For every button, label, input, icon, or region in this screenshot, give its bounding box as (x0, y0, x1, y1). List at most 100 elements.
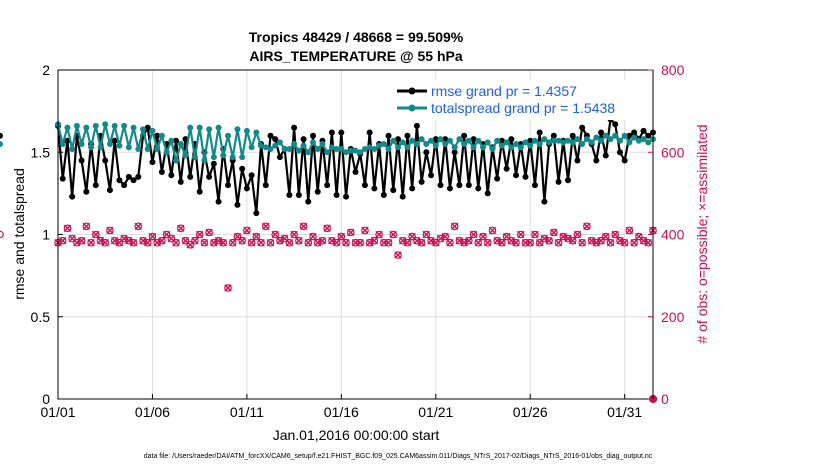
x-tick-label: 01/31 (607, 404, 642, 420)
obs-assimilated-point (460, 239, 468, 247)
obs-assimilated-point (455, 236, 464, 245)
totalspread-point (78, 141, 85, 148)
rmse-point (125, 173, 132, 180)
y-right-tick-label: 400 (661, 227, 685, 243)
obs-assimilated-point (606, 239, 615, 247)
totalspread-point (347, 147, 354, 154)
totalspread-point (140, 126, 146, 133)
obs-assimilated-point (469, 230, 478, 239)
obs-possible-point (498, 238, 506, 247)
rmse-point (361, 182, 368, 189)
rmse-point (574, 157, 581, 164)
totalspread-point (428, 137, 435, 144)
obs-assimilated-point (144, 239, 152, 247)
obs-possible-point (583, 222, 591, 231)
obs-assimilated-point (630, 239, 638, 247)
totalspread-point (135, 145, 142, 152)
totalspread-point (461, 141, 468, 148)
rmse-point (470, 136, 477, 143)
obs-possible-point (181, 236, 190, 245)
y-tick-label: 1 (42, 227, 50, 243)
obs-possible-point (502, 232, 511, 241)
rmse-point (550, 132, 557, 139)
rmse-point (154, 132, 161, 139)
obs-possible-point (323, 224, 331, 233)
obs-possible-point (531, 230, 539, 239)
totalspread-point (144, 145, 151, 152)
rmse-point (503, 165, 510, 172)
rmse-point (498, 137, 505, 144)
legend: rmse grand pr = 1.4357 totalspread grand… (392, 80, 650, 120)
obs-assimilated-point (620, 239, 629, 247)
legend-rmse-marker (408, 87, 416, 95)
obs-assimilated-point (92, 230, 100, 239)
obs-assimilated-point (276, 236, 284, 245)
obs-possible-point (158, 236, 166, 245)
y-right-tick-label: 200 (661, 309, 685, 325)
rmse-point (158, 168, 165, 175)
obs-layer (0, 222, 658, 404)
obs-possible-point (568, 236, 577, 245)
obs-possible-point (389, 230, 398, 239)
obs-assimilated-point (441, 232, 449, 241)
rmse-point (144, 124, 151, 131)
obs-possible-point (77, 236, 86, 245)
legend-box (392, 80, 650, 120)
rmse-point (92, 182, 99, 189)
totalspread-point (583, 136, 590, 143)
x-tick-label: 01/26 (513, 404, 548, 420)
series-layer (0, 116, 656, 217)
rmse-point (531, 182, 538, 189)
rmse-point (371, 185, 378, 192)
obs-assimilated-point (517, 230, 525, 239)
obs-assimilated-point (200, 239, 209, 247)
totalspread-point (352, 147, 359, 154)
obs-assimilated-point (493, 236, 501, 245)
totalspread-point (517, 144, 524, 151)
rmse-point (276, 154, 283, 161)
obs-possible-point (606, 238, 615, 247)
rmse-point (78, 157, 85, 164)
totalspread-point (612, 132, 619, 139)
obs-possible-point (550, 228, 558, 237)
obs-assimilated-point (262, 222, 270, 230)
rmse-line (56, 118, 654, 215)
rmse-point (555, 178, 562, 185)
obs-possible-point (290, 230, 298, 239)
obs-assimilated-point (285, 239, 294, 247)
obs-assimilated-point (540, 234, 549, 243)
obs-possible-point (516, 230, 525, 239)
obs-possible-point (346, 228, 355, 237)
totalspread-point (83, 124, 90, 131)
obs-assimilated-point (403, 239, 412, 247)
obs-possible-point (361, 226, 369, 235)
totalspread-point (607, 136, 614, 143)
obs-assimilated-point (247, 239, 256, 247)
rmse-point (494, 175, 501, 182)
obs-assimilated-point (205, 228, 213, 237)
totalspread-point (565, 137, 571, 144)
obs-assimilated-point (436, 234, 445, 243)
x-tick-label: 01/21 (418, 404, 453, 420)
totalspread-point (319, 141, 326, 148)
totalspread-point (541, 136, 548, 143)
totalspread-point (451, 144, 458, 151)
chart-title: Tropics 48429 / 48668 = 99.509% (249, 29, 464, 45)
totalspread-point (272, 142, 279, 149)
obs-assimilated-point (569, 236, 577, 245)
totalspread-point (111, 122, 118, 129)
obs-possible-point (82, 222, 91, 231)
obs-assimilated-point (224, 284, 232, 292)
y-tick-label: 2 (42, 62, 50, 78)
rmse-point (210, 160, 217, 167)
totalspread-point (569, 139, 576, 146)
obs-possible-point (252, 232, 261, 241)
rmse-point (451, 149, 458, 156)
obs-assimilated-point (578, 239, 586, 247)
totalspread-point (102, 121, 109, 128)
obs-possible-point (143, 238, 152, 247)
rmse-point (116, 177, 123, 184)
rmse-point (173, 137, 180, 144)
obs-possible-point (380, 238, 388, 247)
totalspread-point (253, 129, 260, 136)
